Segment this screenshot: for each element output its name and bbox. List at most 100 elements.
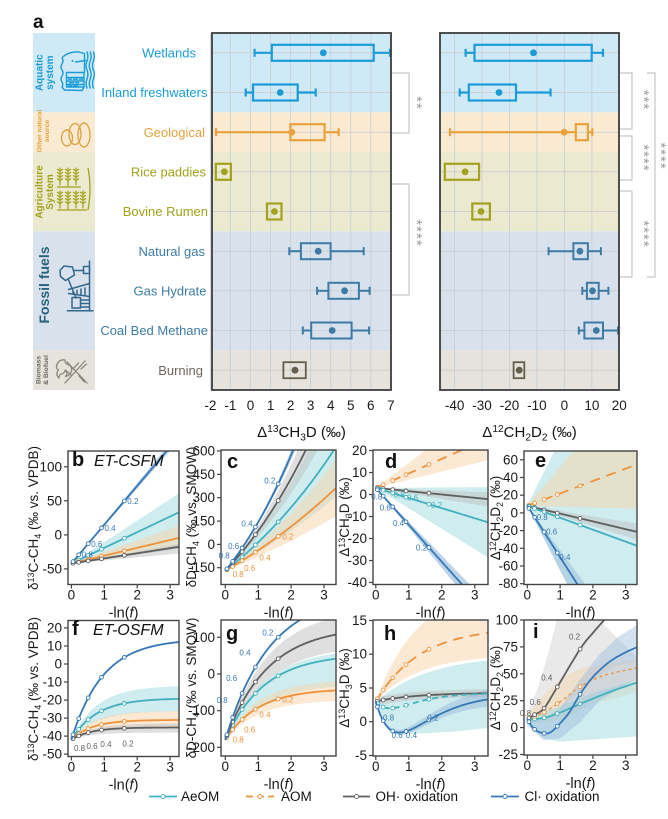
svg-text:system: system [45,55,56,90]
svg-text:-ln(f): -ln(f) [416,777,446,793]
svg-text:OH· oxidation: OH· oxidation [376,789,459,804]
svg-text:0.4: 0.4 [100,740,112,749]
svg-text:6: 6 [367,398,375,413]
svg-text:0.4: 0.4 [105,524,117,533]
svg-text:10: 10 [352,465,367,480]
svg-text:-20: -20 [347,531,367,546]
svg-text:0.4: 0.4 [393,519,405,528]
svg-text:a: a [33,12,44,33]
svg-text:5: 5 [347,398,355,413]
svg-text:-ln(f): -ln(f) [109,606,139,622]
svg-text:Natural gas: Natural gas [139,244,206,259]
svg-text:0: 0 [359,487,367,502]
svg-text:ET-OSFM: ET-OSFM [93,622,164,639]
svg-text:-80: -80 [498,576,518,591]
svg-text:***: *** [635,90,652,111]
svg-text:0.4: 0.4 [239,649,251,658]
svg-text:Δ13CH3D (‰): Δ13CH3D (‰) [337,648,354,728]
svg-text:3: 3 [471,759,479,774]
svg-text:****: **** [408,219,425,246]
svg-text:0.6: 0.6 [226,674,238,683]
svg-text:-150: -150 [188,560,215,575]
svg-text:0.2: 0.2 [122,739,134,748]
svg-text:2: 2 [589,758,597,773]
svg-text:2: 2 [438,759,446,774]
svg-text:f: f [72,618,79,640]
svg-text:h: h [384,623,396,645]
svg-text:0.6: 0.6 [546,527,558,536]
svg-text:Coal Bed Methane: Coal Bed Methane [100,323,208,338]
svg-text:-2: -2 [204,398,216,413]
svg-text:0: 0 [372,759,380,774]
svg-text:-20: -20 [498,523,518,538]
svg-text:Aquatic: Aquatic [35,54,46,91]
svg-text:0.8: 0.8 [82,551,94,560]
svg-text:20: 20 [612,398,627,413]
svg-text:3: 3 [471,588,479,603]
svg-text:1: 1 [101,588,109,603]
svg-text:-50: -50 [42,561,62,576]
svg-text:0: 0 [510,505,518,520]
svg-text:0.8: 0.8 [383,714,395,723]
svg-text:2: 2 [133,588,141,603]
svg-text:0.4: 0.4 [559,553,571,562]
svg-text:2: 2 [589,588,597,603]
svg-text:0: 0 [372,588,380,603]
svg-text:0.6: 0.6 [244,725,256,734]
svg-text:Δ13CH3D (‰): Δ13CH3D (‰) [257,424,346,444]
svg-text:-40: -40 [445,398,465,413]
svg-text:-30: -30 [472,398,492,413]
svg-text:0.2: 0.2 [416,543,428,552]
svg-text:& Biofuel: & Biofuel [43,355,50,385]
svg-text:10: 10 [47,639,62,654]
svg-text:Bovine Rumen: Bovine Rumen [123,204,208,219]
svg-text:0.4: 0.4 [259,711,271,720]
svg-text:0.8: 0.8 [371,493,383,502]
svg-text:3: 3 [166,588,174,603]
svg-text:10: 10 [584,398,599,413]
svg-text:2: 2 [287,588,295,603]
svg-text:0.2: 0.2 [569,633,581,642]
svg-text:0: 0 [359,714,367,729]
svg-text:System: System [45,174,56,210]
svg-text:20: 20 [47,620,62,635]
svg-text:25: 25 [503,693,518,708]
svg-text:-40: -40 [347,575,367,590]
svg-text:Inland freshwaters: Inland freshwaters [101,85,208,100]
svg-text:-5: -5 [355,748,367,763]
svg-text:δ13C-CH4 (‰ vs. VPDB): δ13C-CH4 (‰ vs. VPDB) [26,617,43,761]
svg-text:0: 0 [561,398,569,413]
svg-text:50: 50 [47,493,62,508]
svg-text:0: 0 [510,720,518,735]
svg-text:0.4: 0.4 [541,673,553,682]
svg-text:****: **** [652,142,668,169]
svg-text:0.8: 0.8 [520,709,532,718]
svg-text:0: 0 [54,527,62,542]
svg-text:Wetlands: Wetlands [142,46,196,61]
svg-text:AOM: AOM [281,789,312,804]
svg-text:δ13C-CH4 (‰ vs. VPDB): δ13C-CH4 (‰ vs. VPDB) [26,446,43,590]
svg-text:0.6: 0.6 [380,504,392,513]
svg-text:0: 0 [68,760,76,775]
svg-text:0: 0 [207,667,215,682]
svg-text:-ln(f): -ln(f) [264,606,294,622]
svg-text:0: 0 [68,588,76,603]
svg-text:-10: -10 [347,509,367,524]
svg-text:1: 1 [405,759,413,774]
svg-text:40: 40 [503,470,518,485]
svg-text:0.4: 0.4 [241,520,253,529]
svg-text:0: 0 [247,398,255,413]
svg-text:100: 100 [39,459,62,474]
svg-text:Fossil fuels: Fossil fuels [36,246,52,323]
svg-text:15: 15 [352,613,367,628]
svg-text:δD-CH4 (‰ vs. SMOW): δD-CH4 (‰ vs. SMOW) [184,618,201,759]
svg-text:0.2: 0.2 [262,628,274,637]
svg-text:0.8: 0.8 [219,552,231,561]
svg-text:1: 1 [556,588,564,603]
svg-text:-20: -20 [42,693,62,708]
svg-text:ET-CSFM: ET-CSFM [94,453,164,470]
svg-text:100: 100 [192,630,215,645]
svg-text:0.8: 0.8 [217,696,229,705]
svg-text:4: 4 [327,398,335,413]
svg-text:2: 2 [287,398,295,413]
